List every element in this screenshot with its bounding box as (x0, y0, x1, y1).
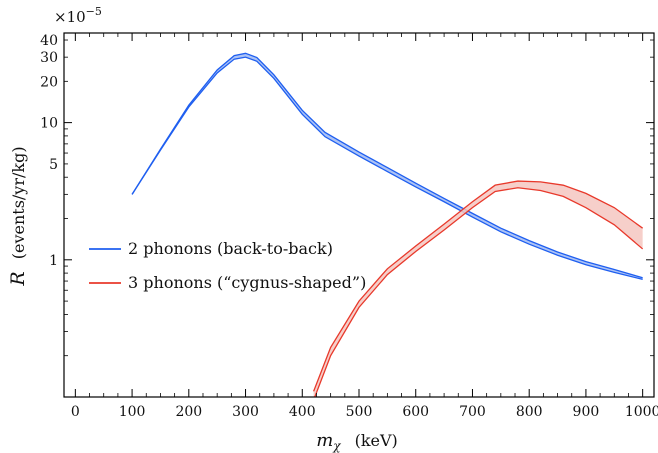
series-1-lower-line (131, 56, 643, 281)
y-tick-label: 5 (49, 157, 58, 173)
x-axis-unit: (keV) (355, 431, 398, 450)
series-1-upper-line (131, 52, 643, 279)
x-tick-label: 900 (573, 404, 600, 420)
legend-label-1: 2 phonons (back-to-back) (128, 239, 333, 258)
legend: 2 phonons (back-to-back) 3 phonons (“cygn… (89, 239, 366, 292)
x-tick-label: 0 (71, 404, 80, 420)
y-axis-symbol: R (7, 271, 29, 286)
x-tick-label: 200 (175, 404, 202, 420)
y-tick-label: 40 (40, 33, 58, 49)
x-tick-label: 400 (289, 404, 316, 420)
x-tick-label: 100 (119, 404, 146, 420)
x-axis-label: mχ (keV) (316, 430, 398, 453)
x-tick-label: 600 (402, 404, 429, 420)
x-tick-label: 700 (459, 404, 486, 420)
x-tick-label: 300 (232, 404, 259, 420)
x-tick-label: 800 (516, 404, 543, 420)
y-tick-label: 10 (40, 116, 58, 132)
legend-label-2: 3 phonons (“cygnus-shaped”) (128, 273, 366, 292)
plot-area: 0 100 200 300 400 500 600 700 800 900 1000 1 5 10 20 30… (40, 32, 658, 420)
plot-frame (63, 32, 655, 398)
series-2-upper-line (313, 180, 644, 392)
svg-text:R(events/yr/kg): R (events/yr/kg) (7, 146, 29, 286)
y-multiplier: ×10−5 (54, 5, 102, 26)
y-tick-label: 30 (40, 50, 58, 66)
y-axis-label: R (events/yr/kg) (7, 146, 29, 286)
y-tick-label: 1 (49, 253, 58, 269)
x-axis: 0 100 200 300 400 500 600 700 800 900 1000 (71, 33, 658, 420)
series-group (131, 52, 644, 397)
x-tick-label: 1000 (625, 404, 658, 420)
x-axis-subscript: χ (332, 439, 341, 453)
x-tick-label: 500 (346, 404, 373, 420)
x-axis-symbol: m (316, 430, 333, 451)
series-2-lower-line (314, 187, 644, 397)
y-tick-label: 20 (40, 74, 58, 90)
y-axis-unit: (events/yr/kg) (9, 146, 28, 259)
